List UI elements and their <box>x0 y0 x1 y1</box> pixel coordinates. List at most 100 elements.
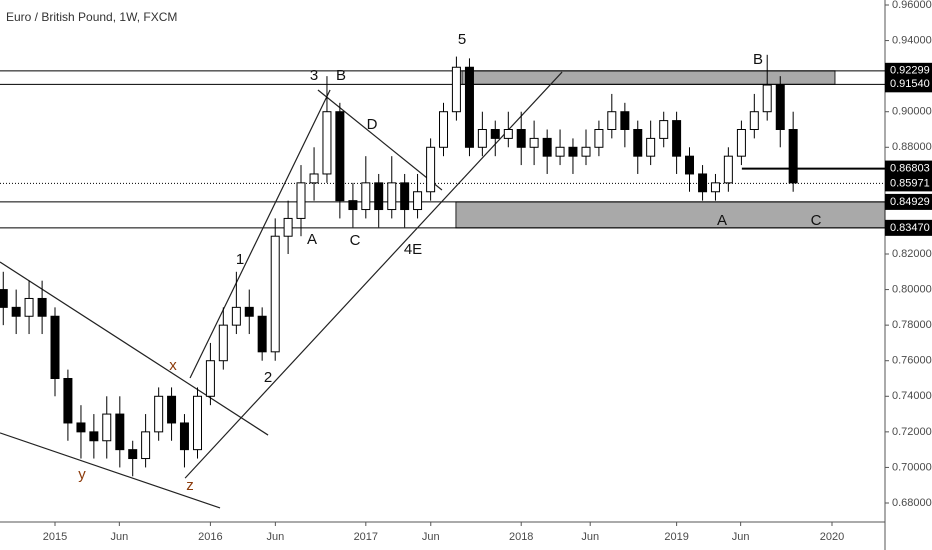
y-tick-label: 0.88000 <box>892 141 932 153</box>
x-tick-label: Jun <box>732 531 750 543</box>
candle-body <box>723 155 733 184</box>
candle-body <box>503 129 513 139</box>
wave-label: 3 <box>310 67 318 84</box>
level-label-box <box>885 175 932 192</box>
x-tick-label: 2015 <box>43 531 67 543</box>
level-label: 0.92299 <box>890 65 930 77</box>
y-tick-label: 0.74000 <box>892 390 932 402</box>
candle-body <box>231 306 241 326</box>
wave-label: A <box>307 231 317 248</box>
candle-body <box>374 182 384 211</box>
trendline <box>189 89 331 379</box>
wave-label: y <box>78 466 86 483</box>
x-tick-label: 2018 <box>509 531 533 543</box>
y-tick-label: 0.70000 <box>892 461 932 473</box>
candle-body <box>516 129 526 148</box>
level-label: 0.86803 <box>890 162 930 174</box>
candle-body <box>400 182 410 211</box>
y-tick-label: 0.72000 <box>892 426 932 438</box>
wave-label: 5 <box>458 31 466 48</box>
trendline <box>184 71 563 479</box>
candle-body <box>788 129 798 184</box>
wave-label: D <box>367 116 378 133</box>
candle-body <box>464 66 474 148</box>
zone <box>455 201 886 229</box>
y-tick-label: 0.94000 <box>892 34 932 46</box>
candle-body <box>451 66 461 113</box>
trendline <box>0 261 269 436</box>
level-label-box <box>885 62 932 79</box>
candle-body <box>698 173 708 193</box>
chart-title: Euro / British Pound, 1W, FXCM <box>6 10 177 24</box>
candle-body <box>335 111 345 202</box>
y-tick-label: 0.68000 <box>892 497 932 509</box>
candle-body <box>413 191 423 211</box>
y-tick-label: 0.76000 <box>892 355 932 367</box>
candle-body <box>607 111 617 131</box>
x-tick-label: Jun <box>110 531 128 543</box>
x-tick-label: 2017 <box>354 531 378 543</box>
candle-body <box>542 137 552 157</box>
level-label: 0.83470 <box>890 222 930 234</box>
candle-body <box>490 129 500 139</box>
candle-body <box>257 315 267 353</box>
candle-body <box>529 137 539 148</box>
wave-label: C <box>811 212 822 229</box>
x-tick-label: Jun <box>266 531 284 543</box>
candle-body <box>128 449 138 460</box>
candle-body <box>322 111 332 175</box>
candle-body <box>218 324 228 362</box>
level-label: 0.91540 <box>890 78 930 90</box>
x-tick-label: 2020 <box>820 531 844 543</box>
candle-body <box>76 422 86 433</box>
candle-body <box>439 111 449 148</box>
candle-body <box>710 182 720 193</box>
level-label-box <box>885 219 932 236</box>
candle-body <box>270 235 280 353</box>
x-tick-label: Jun <box>422 531 440 543</box>
candle-body <box>296 182 306 219</box>
candle-body <box>581 146 591 157</box>
y-tick-label: 0.78000 <box>892 319 932 331</box>
candle-body <box>244 306 254 317</box>
candle-body <box>672 120 682 157</box>
level-label-box <box>885 193 932 210</box>
level-label: 0.85971 <box>890 177 930 189</box>
wave-label: A <box>717 212 727 229</box>
candle-body <box>762 84 772 113</box>
candle-body <box>594 129 604 148</box>
zone <box>461 70 836 85</box>
candle-body <box>167 395 177 424</box>
candle-body <box>50 315 60 379</box>
level-label: 0.84929 <box>890 196 930 208</box>
candle-body <box>205 360 215 397</box>
y-tick-label: 0.96000 <box>892 0 932 11</box>
candle-body <box>426 146 436 193</box>
x-tick-label: 2019 <box>664 531 688 543</box>
candle-body <box>387 182 397 211</box>
candle-body <box>646 137 656 157</box>
wave-label: 2 <box>264 369 272 386</box>
wave-label: B <box>753 51 763 68</box>
candle-body <box>179 422 189 451</box>
wave-label: 4E <box>404 241 422 258</box>
y-tick-label: 0.90000 <box>892 106 932 118</box>
candle-body <box>736 129 746 157</box>
candle-body <box>749 111 759 131</box>
candle-body <box>11 306 21 317</box>
candle-body <box>115 413 125 451</box>
wave-label: x <box>169 357 177 374</box>
trendline <box>0 432 221 509</box>
candle-body <box>685 155 695 175</box>
candle-body <box>102 413 112 442</box>
y-tick-label: 0.82000 <box>892 248 932 260</box>
candle-body <box>193 395 203 451</box>
candle-body <box>568 146 578 157</box>
candle-body <box>348 200 358 211</box>
candle-body <box>555 146 565 157</box>
candle-body <box>63 378 73 424</box>
candle-body <box>0 289 8 308</box>
wave-label: 1 <box>236 251 244 268</box>
candle-body <box>309 173 319 184</box>
